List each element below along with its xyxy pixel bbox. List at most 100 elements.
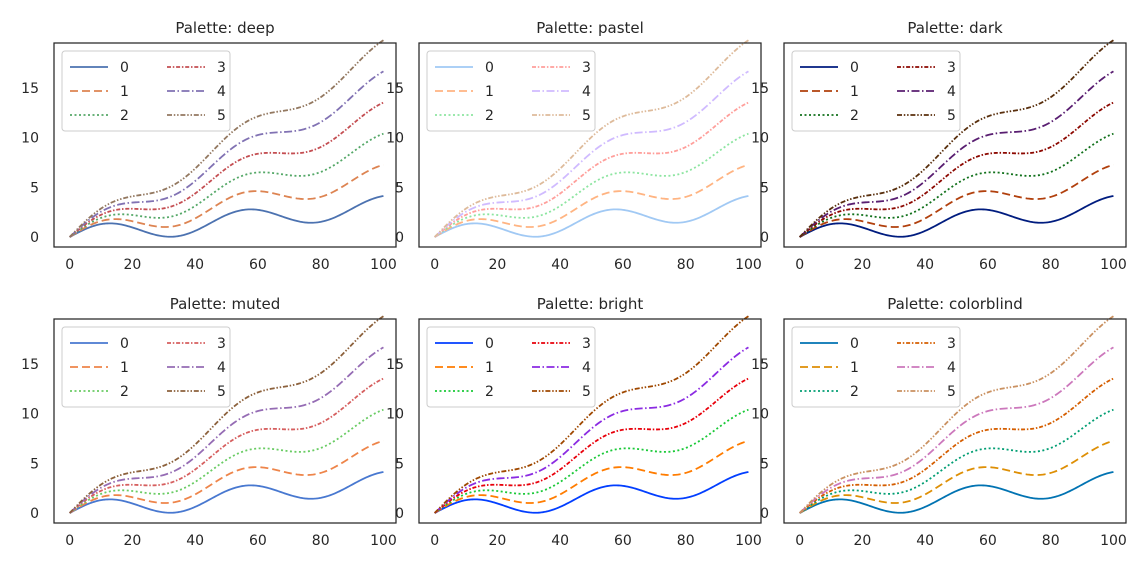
legend: 0 1 2 3 4 5	[426, 50, 596, 132]
series-line-3	[434, 101, 749, 238]
series-line-1	[434, 163, 749, 238]
x-tick-label: 60	[614, 257, 632, 273]
x-tick-label: 40	[186, 533, 204, 549]
y-tick-label: 5	[760, 456, 769, 472]
x-tick-label: 80	[1042, 533, 1060, 549]
series-line-5	[69, 315, 384, 514]
subplot-title: Palette: deep	[175, 19, 274, 37]
x-tick-label: 100	[735, 257, 762, 273]
axes-frame	[783, 318, 1127, 524]
y-tick-label: 15	[386, 357, 404, 373]
legend-label-0: 0	[120, 336, 129, 352]
legend-label-5: 5	[217, 384, 226, 400]
subplot-title: Palette: bright	[537, 295, 644, 313]
legend-label-0: 0	[850, 60, 859, 76]
x-tick-label: 20	[489, 257, 507, 273]
series-line-3	[69, 101, 384, 238]
legend-label-4: 4	[217, 84, 226, 100]
series-line-1	[799, 163, 1114, 238]
x-tick-label: 40	[186, 257, 204, 273]
y-tick-label: 10	[386, 131, 404, 147]
series-line-3	[799, 101, 1114, 238]
series-line-3	[799, 377, 1114, 514]
x-tick-label: 60	[614, 533, 632, 549]
legend-box	[426, 50, 596, 132]
axes-frame	[783, 42, 1127, 248]
legend-label-2: 2	[485, 384, 494, 400]
x-tick-label: 60	[249, 533, 267, 549]
x-tick-label: 40	[551, 257, 569, 273]
x-tick-label: 60	[979, 257, 997, 273]
y-tick-label: 10	[386, 407, 404, 423]
x-tick-label: 40	[916, 257, 934, 273]
legend-label-3: 3	[217, 336, 226, 352]
legend-label-5: 5	[217, 108, 226, 124]
y-tick-label: 0	[395, 230, 404, 246]
y-tick-label: 10	[21, 407, 39, 423]
legend-label-1: 1	[120, 360, 129, 376]
legend-label-0: 0	[485, 60, 494, 76]
series-line-2	[799, 408, 1114, 514]
series-line-5	[434, 39, 749, 238]
legend-label-2: 2	[120, 384, 129, 400]
legend-box	[791, 50, 961, 132]
legend: 0 1 2 3 4 5	[791, 326, 961, 408]
legend-label-0: 0	[485, 336, 494, 352]
x-tick-label: 60	[979, 533, 997, 549]
legend-label-3: 3	[582, 336, 591, 352]
legend-label-2: 2	[120, 108, 129, 124]
legend: 0 1 2 3 4 5	[791, 50, 961, 132]
x-tick-label: 40	[551, 533, 569, 549]
legend-box	[61, 50, 231, 132]
y-tick-label: 5	[395, 180, 404, 196]
x-tick-label: 100	[370, 533, 397, 549]
legend-box	[426, 326, 596, 408]
legend-label-2: 2	[850, 384, 859, 400]
series-line-1	[799, 439, 1114, 514]
x-tick-label: 20	[124, 257, 142, 273]
legend-label-5: 5	[947, 384, 956, 400]
legend: 0 1 2 3 4 5	[61, 50, 231, 132]
x-tick-label: 100	[1100, 257, 1127, 273]
legend-label-1: 1	[485, 360, 494, 376]
series-line-4	[434, 346, 749, 514]
axes-frame	[418, 318, 762, 524]
x-tick-label: 80	[1042, 257, 1060, 273]
legend-label-1: 1	[120, 84, 129, 100]
y-tick-label: 15	[21, 81, 39, 97]
y-tick-label: 0	[30, 230, 39, 246]
series-line-4	[799, 346, 1114, 514]
series-line-2	[434, 408, 749, 514]
legend-label-5: 5	[947, 108, 956, 124]
series-line-3	[69, 377, 384, 514]
series-line-2	[69, 132, 384, 238]
series-line-2	[434, 132, 749, 238]
x-tick-label: 0	[65, 533, 74, 549]
y-tick-label: 0	[30, 506, 39, 522]
subplot-5: Palette: bright 0 20 40 60 80 100 0 5 10 15 0 1 2 3 4 5	[386, 295, 762, 549]
series-line-5	[799, 39, 1114, 238]
series-line-0	[434, 471, 749, 514]
legend-label-3: 3	[947, 60, 956, 76]
axes-frame	[53, 42, 397, 248]
legend-label-4: 4	[582, 360, 591, 376]
axes-frame	[53, 318, 397, 524]
legend-label-5: 5	[582, 108, 591, 124]
legend-label-2: 2	[850, 108, 859, 124]
legend-label-1: 1	[485, 84, 494, 100]
subplot-1: Palette: deep 0 20 40 60 80 100 0 5 10 15 0 1 2 3 4 5	[21, 19, 397, 273]
series-line-4	[69, 346, 384, 514]
legend: 0 1 2 3 4 5	[61, 326, 231, 408]
x-tick-label: 20	[124, 533, 142, 549]
legend-label-4: 4	[947, 84, 956, 100]
subplot-4: Palette: muted 0 20 40 60 80 100 0 5 10 15 0 1 2 3 4 5	[21, 295, 397, 549]
legend-label-1: 1	[850, 360, 859, 376]
y-tick-label: 10	[751, 131, 769, 147]
series-line-1	[69, 163, 384, 238]
legend-box	[61, 326, 231, 408]
legend-label-1: 1	[850, 84, 859, 100]
y-tick-label: 15	[386, 81, 404, 97]
x-tick-label: 80	[312, 533, 330, 549]
x-tick-label: 0	[795, 533, 804, 549]
y-tick-label: 15	[751, 357, 769, 373]
